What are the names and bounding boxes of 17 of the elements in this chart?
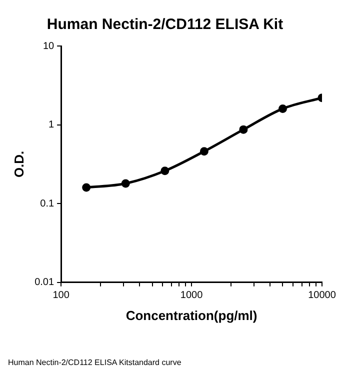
- y-tick-label: 0.1: [40, 198, 54, 210]
- y-tick-label: 10: [42, 40, 54, 52]
- y-axis-title: O.D.: [11, 150, 26, 178]
- point: [278, 104, 287, 113]
- y-tick-label: 1: [48, 120, 54, 131]
- point: [82, 183, 91, 192]
- point: [160, 166, 170, 176]
- x-tick-label: 1000: [180, 290, 204, 302]
- text: Human Nectin-2/CD112 ELISA Kitstandard curve: [8, 358, 182, 367]
- y-tick-label: 0.01: [34, 277, 54, 288]
- x-tick-label: 10000: [308, 290, 336, 302]
- x-tick-label: 100: [52, 290, 70, 302]
- chart-title: Human Nectin-2/CD112 ELISA Kit: [46, 16, 284, 34]
- point: [200, 147, 208, 156]
- point: [121, 179, 130, 188]
- point: [239, 125, 248, 134]
- x-axis-title: Concentration(pg/ml): [126, 308, 258, 323]
